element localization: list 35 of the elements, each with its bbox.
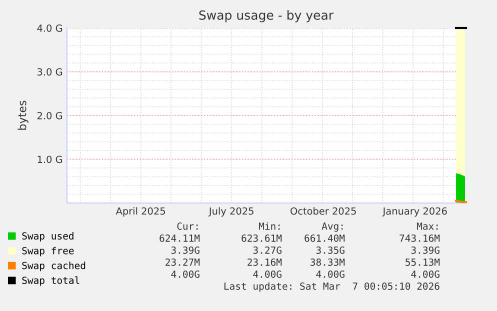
text: 4.00G	[411, 270, 440, 278]
chart-title: Swap usage - by year	[199, 10, 334, 22]
legend-label: Swap total	[22, 276, 80, 286]
y-tick-label: 2.0 G	[37, 112, 62, 120]
x-tick-label: January 2026	[382, 207, 447, 217]
text: Last update: Sat Mar 7 00:05:10 2026	[224, 282, 440, 292]
text: 4.00G	[253, 270, 282, 278]
y-axis-title: bytes	[18, 100, 28, 130]
x-tick-label: April 2025	[116, 207, 165, 217]
text: 624.11M	[160, 234, 200, 242]
legend-label: Swap used	[22, 232, 74, 242]
text: 23.16M	[248, 258, 282, 266]
text: 38.33M	[310, 258, 345, 266]
x-tick-label: July 2025	[208, 207, 254, 217]
legend-label: Swap cached	[22, 262, 86, 272]
text: 55.13M	[406, 258, 440, 266]
text: 743.16M	[400, 234, 440, 242]
y-tick-label: 4.0 G	[37, 24, 62, 32]
legend-label: Swap free	[22, 246, 74, 256]
text: 3.39G	[171, 246, 200, 254]
y-tick-label: 3.0 G	[37, 68, 62, 76]
text: 661.40M	[304, 234, 345, 242]
text: 623.61M	[242, 234, 282, 242]
text: 3.39G	[411, 246, 440, 254]
x-tick-label: October 2025	[290, 207, 356, 215]
text: Avg:	[322, 222, 343, 232]
text: 4.00G	[171, 270, 200, 278]
text: Max:	[416, 222, 438, 230]
text: 3.27G	[253, 246, 282, 254]
text: 3.35G	[316, 246, 344, 254]
text: 4.00G	[316, 270, 344, 278]
y-tick-label: 1.0 G	[38, 156, 62, 164]
text: Min:	[258, 222, 280, 230]
text: Cur:	[177, 222, 198, 230]
text: 23.27M	[166, 258, 200, 266]
